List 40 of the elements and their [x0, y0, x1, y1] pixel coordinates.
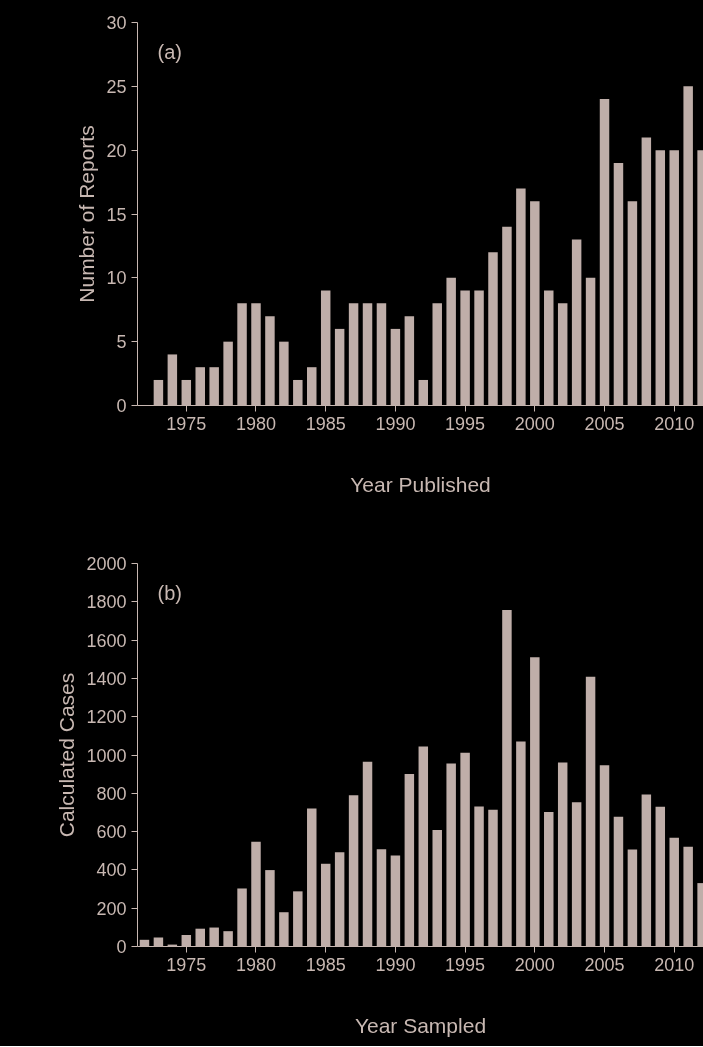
y-tick-label: 0	[116, 396, 127, 416]
y-tick-label: 5	[116, 332, 127, 353]
x-tick-label: 1985	[305, 954, 346, 975]
x-tick-label: 1990	[375, 954, 416, 975]
y-tick-label: 800	[96, 783, 127, 804]
y-axis-title: Number of Reports	[75, 125, 99, 303]
annotation: (a)	[157, 40, 182, 63]
annotation: (b)	[157, 581, 182, 604]
x-tick-label: 2010	[654, 954, 695, 975]
x-tick-label: 1980	[235, 954, 277, 975]
y-tick-label: 10	[106, 268, 127, 289]
x-axis-title: Year Sampled	[354, 1013, 487, 1037]
x-tick-label: 1995	[445, 413, 486, 434]
x-tick-label: 1990	[375, 413, 416, 434]
y-tick-label: 20	[106, 140, 127, 161]
y-tick-label: 400	[96, 860, 127, 881]
y-tick-label: 25	[106, 76, 127, 97]
y-tick-label: 1400	[86, 668, 127, 689]
y-tick-label: 0	[116, 937, 127, 957]
x-tick-label: 2005	[584, 954, 625, 975]
y-tick-label: 15	[106, 204, 127, 225]
y-tick-label: 600	[96, 822, 127, 843]
y-tick-label: 2000	[86, 554, 127, 574]
x-tick-label: 2000	[514, 413, 555, 434]
y-tick-label: 1800	[86, 592, 127, 613]
x-tick-label: 1995	[445, 954, 486, 975]
x-tick-label: 1975	[166, 954, 207, 975]
y-tick-label: 30	[106, 13, 127, 33]
y-tick-label: 1600	[86, 630, 127, 651]
x-tick-label: 2000	[514, 954, 555, 975]
x-tick-label: 1980	[235, 413, 277, 434]
x-tick-label: 1975	[166, 413, 207, 434]
x-tick-label: 2010	[654, 413, 695, 434]
y-axis-title: Calculated Cases	[55, 672, 79, 838]
x-tick-label: 2005	[584, 413, 625, 434]
x-tick-label: 1985	[305, 413, 346, 434]
y-tick-label: 1200	[86, 707, 127, 728]
y-tick-label: 200	[96, 898, 127, 919]
x-axis-title: Year Published	[350, 472, 491, 496]
y-tick-label: 1000	[86, 745, 127, 766]
